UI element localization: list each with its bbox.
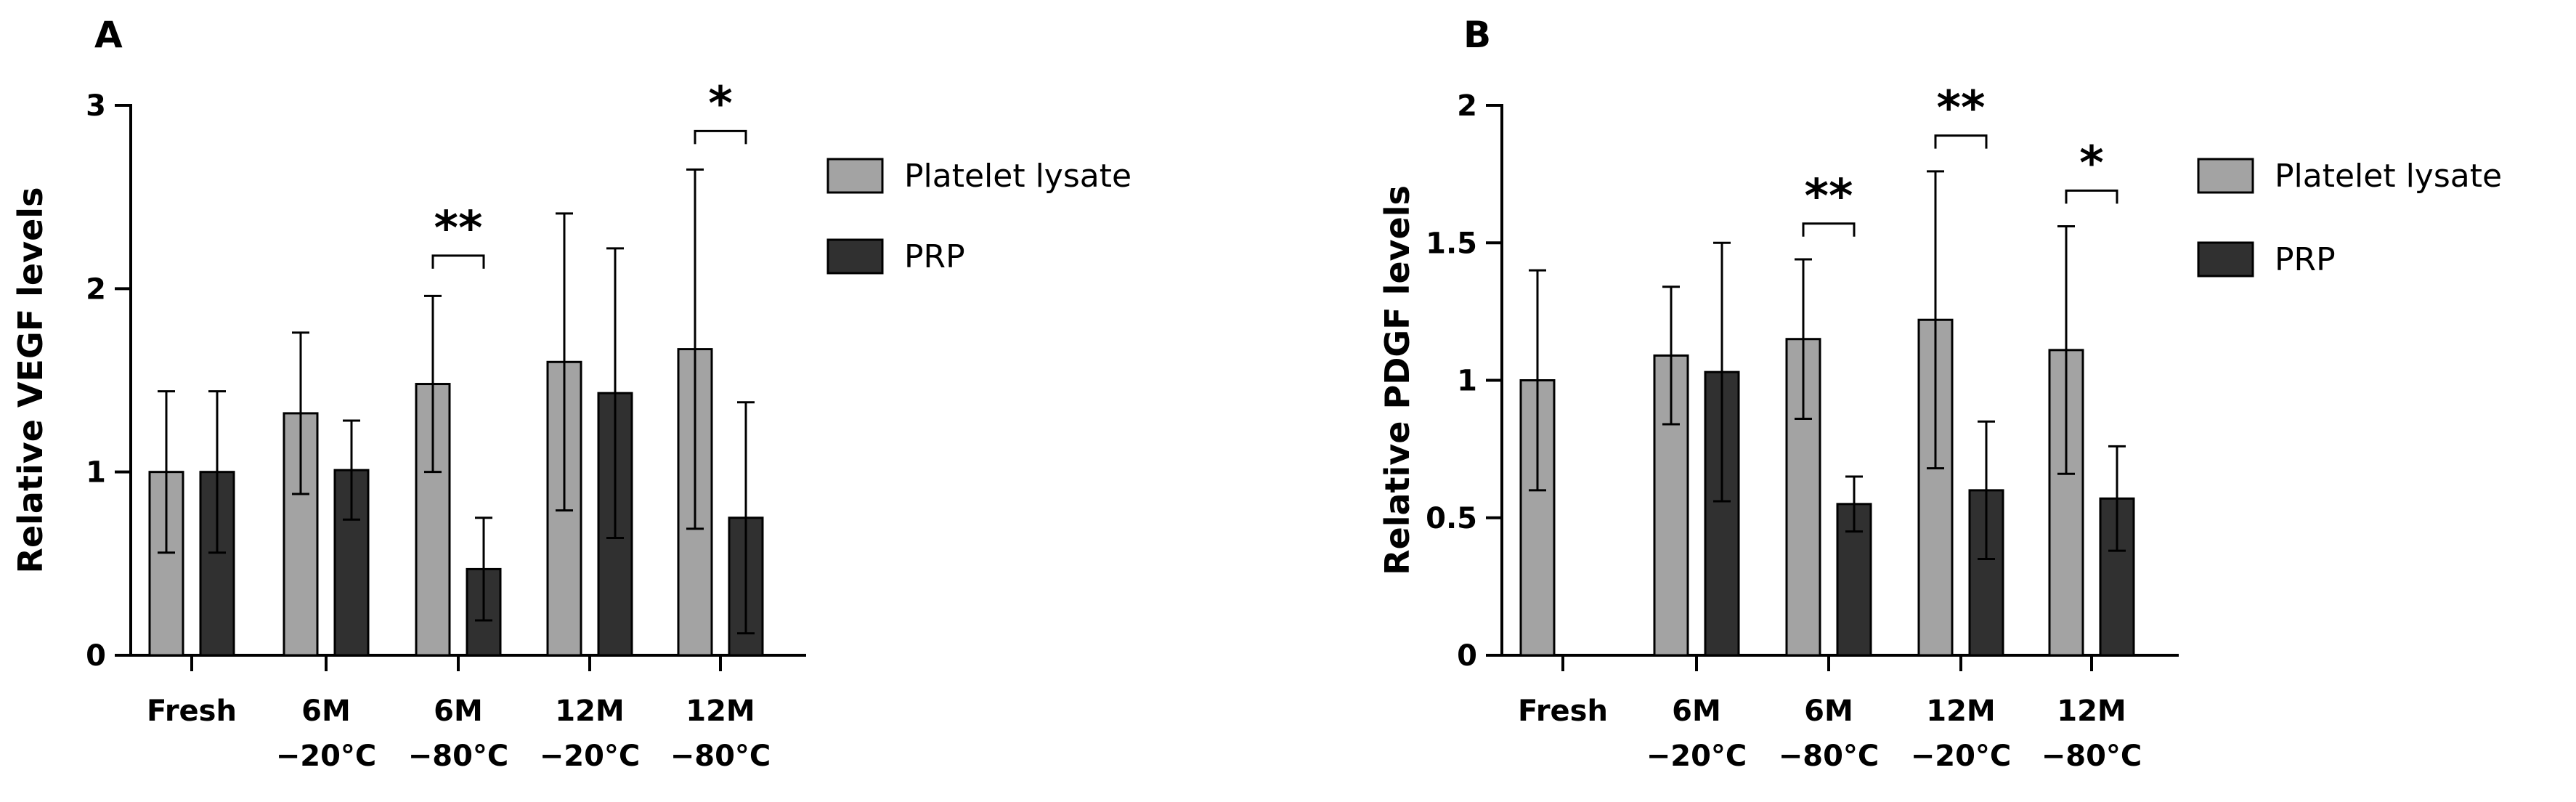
y-tick-label: 3 (86, 89, 106, 123)
y-tick-label: 0.5 (1426, 502, 1477, 535)
legend-label: Platelet lysate (2275, 158, 2502, 195)
x-tick-label: 6M (1804, 694, 1853, 728)
x-tick-label: −80°C (408, 740, 509, 773)
significance-bracket (1934, 134, 1988, 149)
y-axis-title: Relative PDGF levels (1378, 185, 1417, 575)
x-tick-label: 12M (555, 694, 624, 728)
x-tick-label: Fresh (147, 694, 237, 728)
y-tick-label: 2 (1457, 89, 1477, 123)
x-tick-label: −80°C (1779, 740, 1880, 773)
significance-label: ** (434, 202, 483, 256)
x-tick-label: −80°C (670, 740, 771, 773)
legend-label: PRP (2275, 241, 2336, 278)
panel-b-pdgf-chart: B Relative PDGF levels 0 0.5 1 1.5 2 Fresh 6M −20… (1378, 14, 2502, 773)
x-tick-label: −20°C (1646, 740, 1747, 773)
y-tick-label: 0 (1457, 639, 1477, 673)
y-tick-label: 2 (86, 272, 106, 306)
legend-swatch (826, 238, 884, 275)
x-tick-label: 6M (1672, 694, 1721, 728)
x-tick-label: −80°C (2041, 740, 2142, 773)
x-tick-label: 12M (1926, 694, 1995, 728)
significance-bracket (431, 254, 485, 269)
panel-letter: B (1463, 14, 1491, 56)
legend-swatch (2197, 241, 2254, 278)
legend-label: PRP (904, 238, 965, 275)
x-tick-label: 6M (301, 694, 351, 728)
x-tick-label: 12M (686, 694, 755, 728)
y-tick-label: 0 (86, 639, 106, 673)
y-tick-label: 1 (1457, 365, 1477, 398)
x-tick-label: 6M (434, 694, 483, 728)
x-tick-label: Fresh (1518, 694, 1608, 728)
x-tick-label: −20°C (1911, 740, 2012, 773)
significance-bracket (2065, 189, 2118, 204)
legend-label: Platelet lysate (904, 158, 1131, 195)
y-tick-label: 1 (86, 456, 106, 490)
y-axis-title: Relative VEGF levels (11, 187, 50, 574)
significance-label: ** (1937, 82, 1986, 136)
x-tick-label: −20°C (540, 740, 641, 773)
legend-swatch (2197, 158, 2254, 194)
y-tick-label: 1.5 (1426, 227, 1477, 260)
significance-label: * (2079, 137, 2103, 190)
legend-swatch (826, 158, 884, 194)
panel-a-vegf-chart: A Relative VEGF levels 0 1 2 3 Fresh 6M −20°C 6M −… (11, 14, 1131, 773)
significance-bracket (694, 129, 747, 145)
significance-bracket (1802, 222, 1856, 237)
panel-letter: A (94, 14, 123, 56)
x-tick-label: 12M (2057, 694, 2126, 728)
significance-label: * (708, 77, 732, 131)
significance-label: ** (1805, 170, 1853, 224)
x-tick-label: −20°C (276, 740, 377, 773)
